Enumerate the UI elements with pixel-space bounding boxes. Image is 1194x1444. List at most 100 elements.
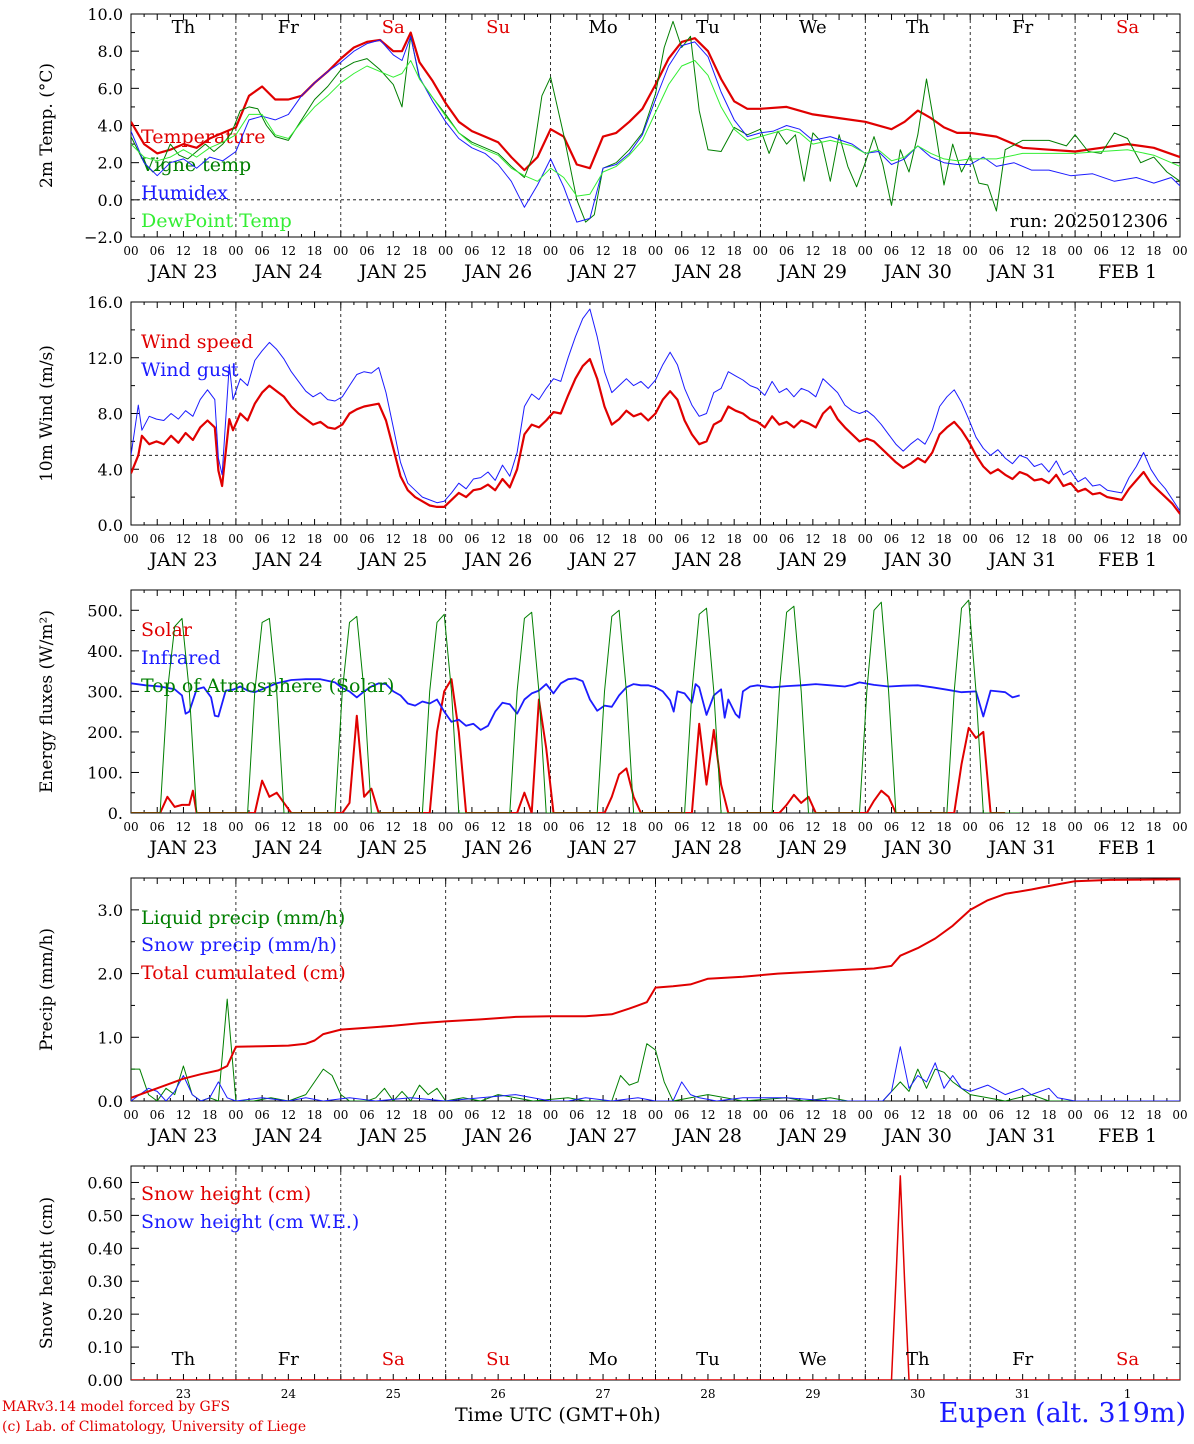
hour-label: 12 (805, 820, 820, 834)
hour-label: 00 (753, 532, 768, 546)
hour-label: 06 (464, 244, 479, 258)
hour-label: 12 (1015, 532, 1030, 546)
hour-label: 12 (386, 820, 401, 834)
hour-label: 00 (438, 532, 453, 546)
run-label: run: 2025012306 (1010, 211, 1168, 232)
hour-label: 06 (569, 244, 584, 258)
day-number-label: 29 (805, 1387, 820, 1401)
hour-label: 06 (359, 244, 374, 258)
y-tick-label: 2.0 (98, 965, 123, 984)
date-label: JAN 26 (462, 1125, 532, 1147)
hour-label: 00 (543, 532, 558, 546)
hour-label: 00 (438, 1108, 453, 1122)
hour-label: 18 (1146, 1108, 1161, 1122)
weekday-label: Th (172, 17, 196, 38)
y-tick-label: 200. (87, 723, 123, 742)
hour-label: 12 (176, 244, 191, 258)
hour-label: 12 (386, 244, 401, 258)
hour-label: 12 (1015, 1108, 1030, 1122)
hour-label: 00 (963, 1108, 978, 1122)
series-line-green (131, 599, 1020, 813)
hour-label: 18 (831, 244, 846, 258)
hour-label: 06 (989, 244, 1004, 258)
hour-label: 18 (1041, 1108, 1056, 1122)
date-label: JAN 23 (147, 261, 217, 283)
weekday-label: Tu (696, 17, 720, 38)
date-label: FEB 1 (1098, 1125, 1157, 1147)
date-label: JAN 29 (777, 837, 847, 859)
day-number-label: 1 (1124, 1387, 1132, 1401)
hour-label: 18 (831, 820, 846, 834)
weekday-label: Su (486, 1349, 510, 1370)
y-tick-label: 0.0 (98, 1092, 123, 1111)
legend-entry: DewPoint Temp (141, 210, 292, 232)
hour-label: 00 (1067, 820, 1082, 834)
y-axis-label: Snow height (cm) (37, 1197, 57, 1349)
day-number-label: 25 (386, 1387, 401, 1401)
date-label: JAN 25 (357, 261, 427, 283)
date-label: JAN 23 (147, 837, 217, 859)
hour-label: 06 (674, 244, 689, 258)
hour-label: 18 (202, 1108, 217, 1122)
hour-label: 12 (1015, 244, 1030, 258)
legend-entry: Total cumulated (cm) (141, 962, 346, 984)
hour-label: 00 (648, 820, 663, 834)
y-tick-label: −2.0 (84, 228, 123, 247)
hour-label: 00 (963, 820, 978, 834)
weekday-label: Th (906, 17, 930, 38)
date-label: JAN 31 (987, 261, 1057, 283)
date-label: JAN 31 (987, 549, 1057, 571)
series-line-red (131, 878, 1180, 1099)
hour-label: 00 (543, 820, 558, 834)
y-tick-label: 4.0 (98, 117, 123, 136)
hour-label: 00 (333, 820, 348, 834)
hour-label: 06 (359, 1108, 374, 1122)
weekday-label: Fr (278, 1349, 299, 1370)
hour-label: 18 (727, 820, 742, 834)
hour-label: 00 (858, 532, 873, 546)
model-credits: MARv3.14 model forced by GFS (c) Lab. of… (2, 1397, 306, 1437)
hour-label: 12 (595, 1108, 610, 1122)
weekday-label: Sa (1116, 1349, 1139, 1370)
date-label: JAN 29 (777, 1125, 847, 1147)
hour-label: 12 (491, 244, 506, 258)
weekday-label: We (799, 1349, 827, 1370)
hour-label: 12 (1015, 820, 1030, 834)
date-label: JAN 31 (987, 1125, 1057, 1147)
day-number-label: 27 (595, 1387, 610, 1401)
y-tick-label: 0.60 (87, 1173, 123, 1192)
hour-label: 18 (307, 820, 322, 834)
hour-label: 12 (805, 244, 820, 258)
hour-label: 00 (963, 532, 978, 546)
legend-entry: Vigne temp (140, 154, 251, 176)
hour-label: 18 (412, 244, 427, 258)
legend-entry: Solar (141, 619, 193, 641)
hour-label: 00 (1172, 532, 1187, 546)
hour-label: 18 (517, 244, 532, 258)
date-label: FEB 1 (1098, 261, 1157, 283)
y-tick-label: 400. (87, 642, 123, 661)
date-label: JAN 24 (252, 261, 322, 283)
date-label: JAN 29 (777, 549, 847, 571)
legend-entry: Infrared (141, 647, 221, 669)
hour-label: 12 (386, 532, 401, 546)
hour-label: 12 (700, 1108, 715, 1122)
legend-entry: Snow precip (mm/h) (141, 934, 337, 956)
hour-label: 06 (254, 820, 269, 834)
date-label: JAN 23 (147, 1125, 217, 1147)
day-number-label: 24 (281, 1387, 297, 1401)
y-tick-label: 2.0 (98, 154, 123, 173)
date-label: JAN 24 (252, 837, 322, 859)
hour-label: 06 (779, 1108, 794, 1122)
hour-label: 06 (1094, 244, 1109, 258)
hour-label: 12 (700, 244, 715, 258)
credit-line-1: MARv3.14 model forced by GFS (2, 1399, 231, 1415)
series-line-red (131, 358, 1180, 515)
hour-label: 18 (727, 244, 742, 258)
hour-label: 06 (1094, 820, 1109, 834)
date-label: JAN 24 (252, 1125, 322, 1147)
weekday-label: We (799, 17, 827, 38)
hour-label: 12 (910, 244, 925, 258)
hour-label: 06 (779, 244, 794, 258)
